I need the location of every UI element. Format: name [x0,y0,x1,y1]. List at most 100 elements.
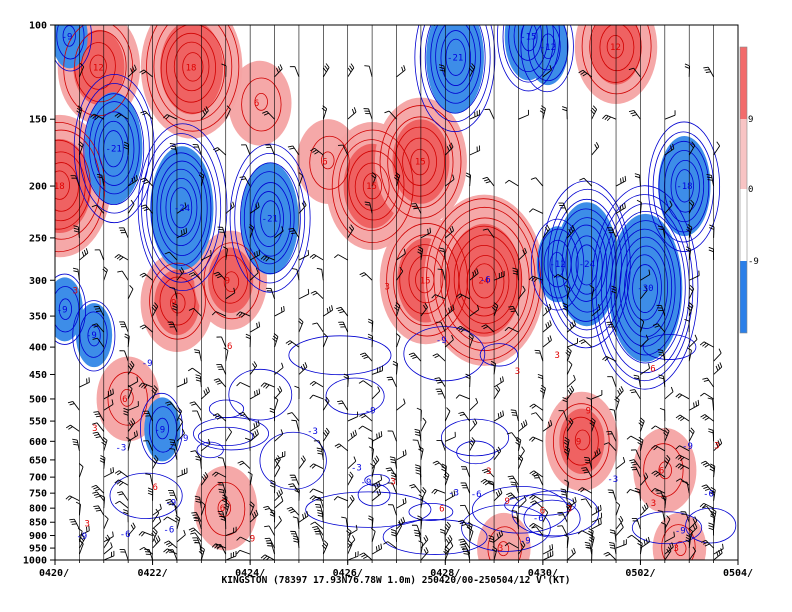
wind-barb [249,267,259,281]
wind-barb-flag [396,333,401,338]
wind-barb-staff [269,538,275,549]
wind-barb-flag [692,546,697,552]
wind-barb-staff [69,495,80,502]
wind-barb-staff [420,517,423,530]
wind-barb-staff [591,523,602,530]
wind-barb [239,176,251,187]
wind-barb-flag [80,536,84,542]
wind-barb-flag [580,71,586,75]
wind-barb-flag [138,531,143,536]
wind-barb-staff [103,536,114,543]
positive-contour-line [362,172,383,200]
wind-barb-flag [715,442,719,448]
wind-barb-staff [268,525,275,536]
wind-barb [248,223,255,239]
wind-barb-staff [611,376,617,388]
positive-contour-line [55,151,86,222]
wind-barb-flag [96,173,102,176]
wind-barb-flag [118,482,124,486]
wind-barb-flag [497,446,502,452]
wind-barb-flag [459,413,465,417]
wind-barb-staff [371,459,380,469]
y-tick-label: 800 [29,504,47,515]
wind-barb-flag [707,179,713,181]
wind-barb [688,427,695,442]
wind-barb-flag [708,527,714,531]
wind-barb-flag [298,172,303,177]
wind-barb [274,362,284,375]
wind-barb-flag [367,333,373,337]
wind-barb-flag [169,287,175,289]
wind-barb-flag [72,267,79,270]
wind-barb-flag [688,302,694,307]
y-tick-label: 950 [29,544,47,555]
wind-barb [92,491,105,502]
wind-barb-staff [710,175,715,187]
wind-barb-staff [225,292,236,300]
wind-barb-staff [270,288,275,300]
wind-barb-flag [472,420,476,426]
wind-barb-flag [571,549,574,555]
wind-barb-flag [258,388,261,394]
wind-barb [163,114,178,120]
x-tick-label: 0420/ [39,568,69,579]
wind-barb [192,144,202,156]
wind-barb-flag [565,506,571,511]
wind-barb [481,324,495,333]
wind-barb-staff [70,424,80,432]
wind-barb-flag [155,508,160,514]
wind-barb-staff [243,412,251,422]
wind-barb-flag [92,431,98,434]
wind-barb-flag [350,63,355,68]
wind-barb-flag [506,492,512,496]
wind-barb-staff [391,482,397,494]
wind-barb-flag [75,501,81,505]
wind-barb-staff [103,457,106,469]
wind-barb-staff [634,389,641,400]
wind-barb [389,456,397,469]
wind-barb-flag [220,518,226,522]
wind-barb [269,508,276,523]
positive-contour-line [458,244,510,317]
wind-barb-flag [114,254,119,258]
wind-barb-flag [685,539,691,543]
wind-barb-staff [535,177,544,187]
wind-barb-flag [458,411,464,414]
positive-contour-line [402,137,437,186]
wind-barb [565,284,571,299]
wind-barb [309,394,324,400]
wind-barb-flag [692,524,696,530]
wind-barb-flag [528,275,533,281]
negative-contour-label: -6 [703,490,714,500]
wind-barb-flag [249,223,254,228]
wind-barb-flag [307,249,310,255]
wind-barb [688,334,698,348]
wind-barb-flag [702,342,707,347]
wind-barb [370,527,376,543]
wind-barb-flag [155,537,159,543]
wind-barb-flag [700,392,705,397]
wind-barb-staff [420,410,422,422]
wind-barb-flag [483,326,489,330]
wind-barb-staff [631,534,641,543]
wind-barb-staff [239,381,251,388]
wind-barb-flag [233,287,236,293]
wind-barb-flag [450,142,454,148]
wind-barb-staff [712,430,715,442]
wind-barb-flag [240,178,246,181]
wind-barb [396,449,407,461]
wind-barb-flag [706,176,713,179]
colorbar-positive-strong [740,47,747,119]
wind-barb-staff [78,66,85,78]
wind-barb [685,246,692,261]
wind-barb-flag [398,521,402,527]
wind-barb-flag [688,287,693,292]
wind-barb-flag [415,472,421,475]
wind-barb-staff [127,203,135,214]
wind-barb-flag [304,512,307,518]
wind-barb-flag [317,509,323,512]
positive-contour-line [440,217,530,344]
positive-contour-label: 12 [610,43,621,53]
wind-barb-flag [372,459,377,465]
wind-barb [588,534,595,549]
